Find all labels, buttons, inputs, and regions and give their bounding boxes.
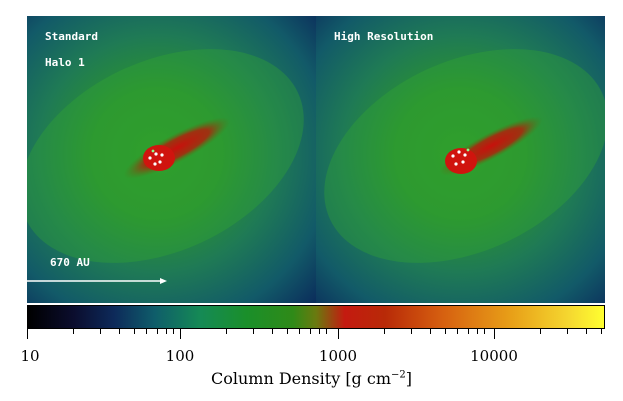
dense-core (445, 148, 477, 174)
colorbar-title-end: ] (405, 369, 413, 388)
colorbar-title: Column Density [g cm−2] (0, 369, 623, 388)
panel-title-high-resolution: High Resolution (334, 30, 434, 43)
standard-panel: Standard Halo 1 (27, 16, 316, 303)
colorbar-tick-label: 10000 (470, 347, 518, 365)
colorbar-title-main: Column Density [g cm (210, 369, 392, 388)
scale-bar-arrow (27, 278, 167, 284)
colorbar-tick-label: 100 (165, 347, 195, 365)
colorbar-tick-label: 1000 (318, 347, 358, 365)
panel-subtitle-halo: Halo 1 (45, 56, 85, 69)
colorbar-ticks (27, 329, 605, 343)
colorbar-title-exponent: −2 (391, 369, 406, 381)
high-resolution-panel: High Resolution (316, 16, 605, 303)
colorbar (27, 305, 605, 329)
panel-title-standard: Standard (45, 30, 98, 43)
scale-bar-label: 670 AU (50, 256, 90, 269)
density-map-high-resolution (316, 16, 605, 303)
colorbar-tick-label: 10 (20, 347, 40, 365)
dense-core (143, 145, 175, 171)
density-map-standard (27, 16, 316, 303)
